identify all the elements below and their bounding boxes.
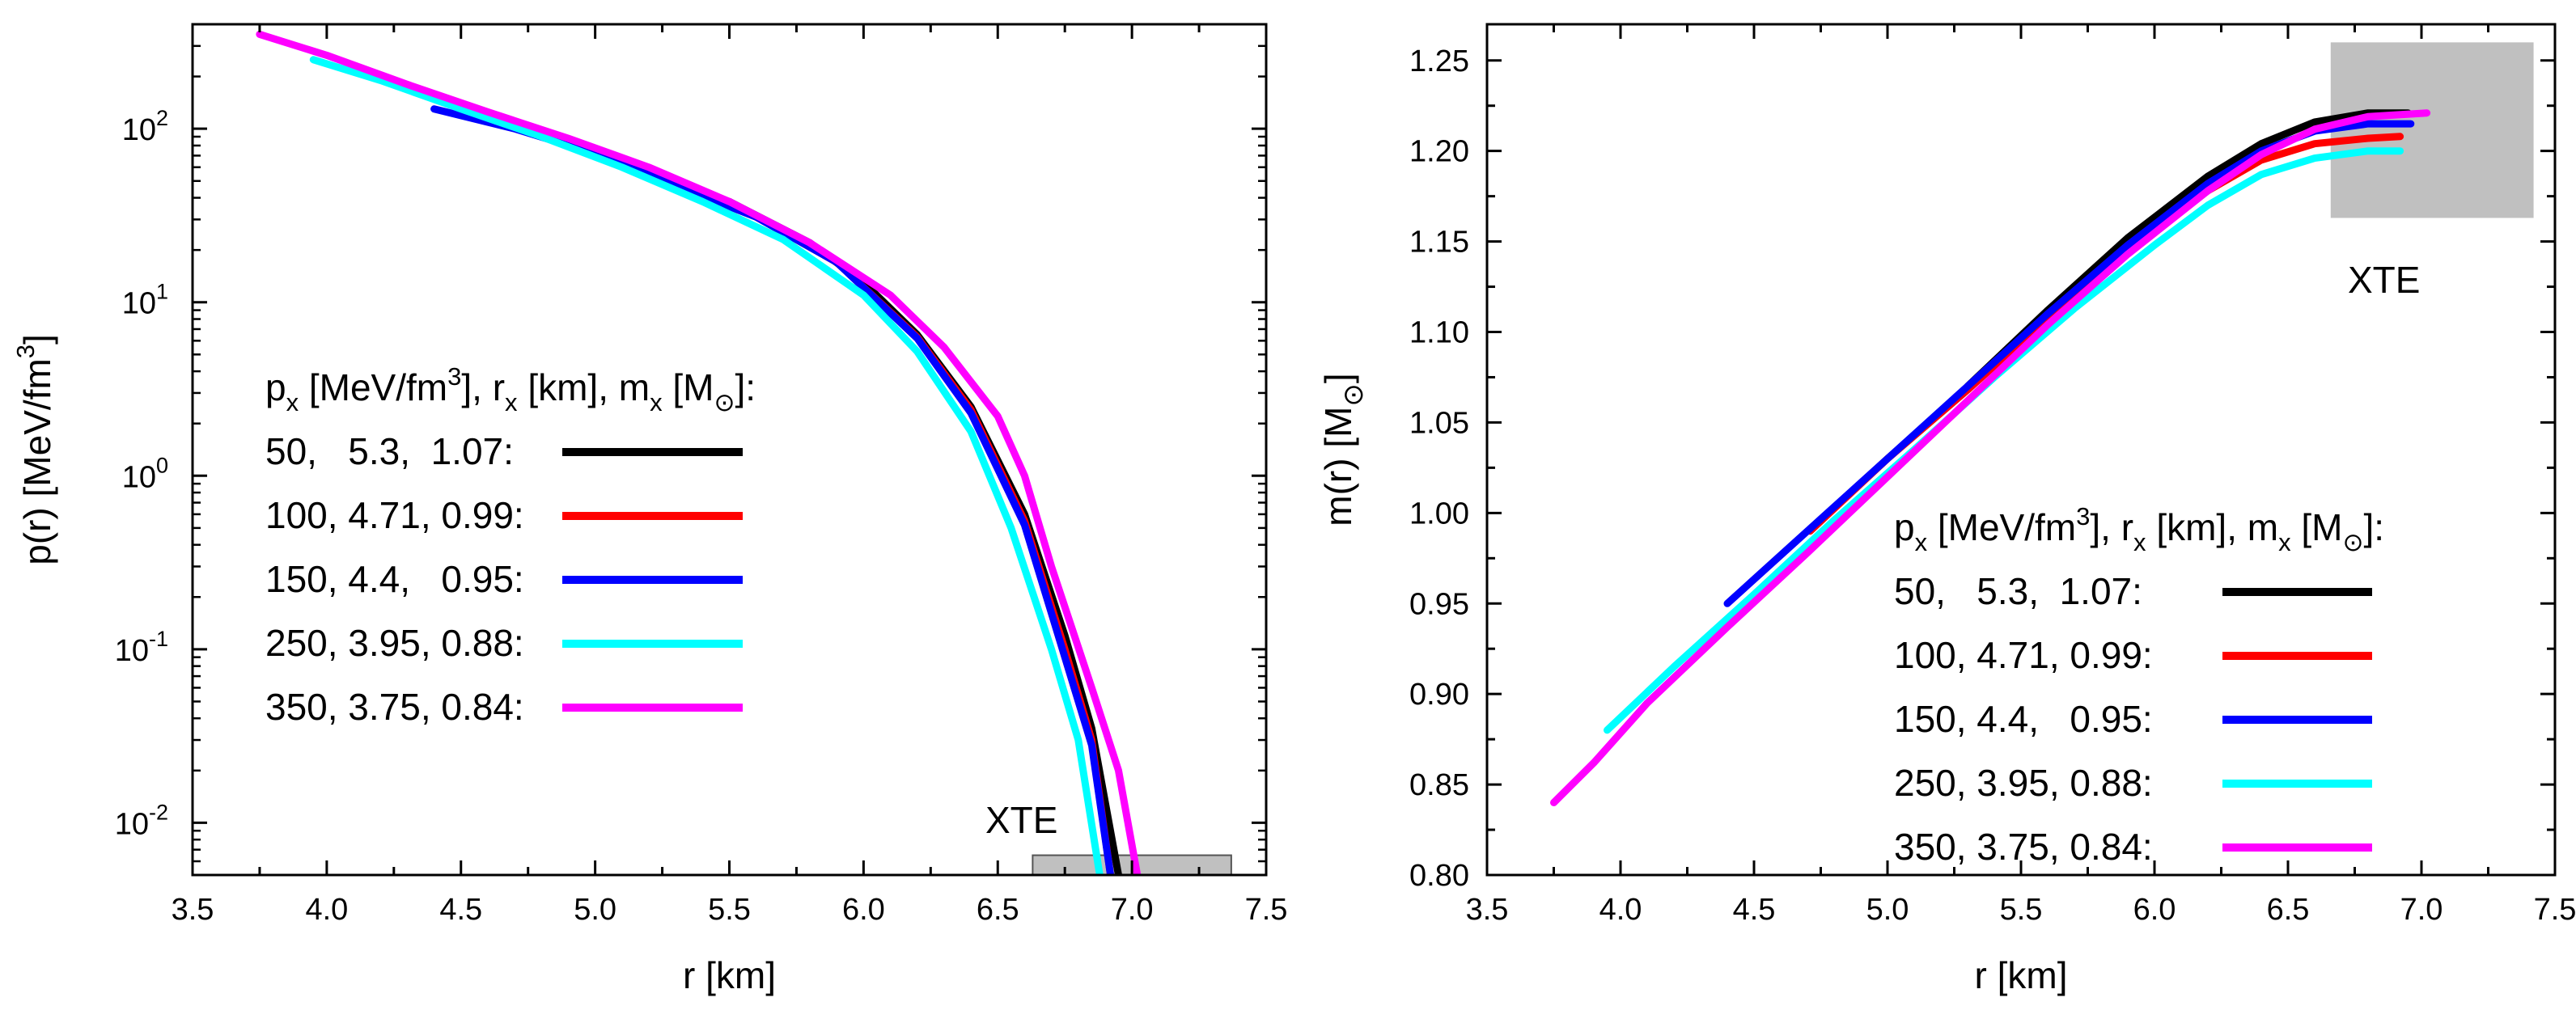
legend-entry-label: 250, 3.95, 0.88: [265,622,524,664]
x-tick-label: 4.0 [1599,893,1642,927]
y-tick-label: 100 [122,453,168,494]
x-tick-label: 6.5 [2267,893,2310,927]
xte-region [2330,42,2534,218]
x-tick-label: 4.5 [439,893,482,927]
y-tick-label: 101 [122,280,168,321]
y-tick-label: 1.00 [1409,497,1469,531]
y-tick-label: 0.95 [1409,587,1469,621]
y-axis-title: p(r) [MeV/fm3] [11,334,58,565]
x-axis-title: r [km] [683,954,776,996]
series-line-4 [256,30,1142,875]
y-tick-label: 0.90 [1409,678,1469,712]
x-tick-label: 7.0 [2400,893,2443,927]
legend-entry-label: 250, 3.95, 0.88: [1894,762,2153,804]
legend-entry-label: 350, 3.75, 0.84: [1894,826,2153,868]
legend-header: px [MeV/fm3], rx [km], mx [M⊙]: [1894,502,2384,556]
y-tick-label: 10-2 [115,800,168,841]
x-tick-label: 5.0 [574,893,616,927]
y-tick-label: 1.15 [1409,226,1469,260]
y-tick-label: 0.85 [1409,768,1469,802]
series-line-1 [1806,133,2404,535]
y-axis-title: m(r) [M⊙] [1317,373,1369,526]
series-line-3 [309,56,1104,875]
legend-entry-label: 100, 4.71, 0.99: [265,494,524,536]
y-tick-label: 1.05 [1409,406,1469,440]
legend: px [MeV/fm3], rx [km], mx [M⊙]: 50, 5.3, … [1894,502,2384,868]
legend-entry-label: 150, 4.4, 0.95: [265,558,524,600]
series-line-0 [672,182,1122,875]
legend: px [MeV/fm3], rx [km], mx [M⊙]: 50, 5.3, … [265,362,756,728]
xte-label: XTE [985,799,1057,841]
x-tick-label: 7.5 [2534,893,2576,927]
x-tick-label: 6.0 [2133,893,2176,927]
y-tick-label: 102 [122,106,168,147]
y-tick-label: 0.80 [1409,859,1469,893]
mass-chart: 3.5 4.0 4.5 5.0 5.5 6.0 6.5 7.0 7.5 0.80 0.85 0.90 0… [1317,23,2576,996]
y-tick-label: 10-1 [115,627,168,668]
xte-label: XTE [2348,259,2420,301]
pressure-chart: 3.5 4.0 4.5 5.0 5.5 6.0 6.5 7.0 7.5 10-2 10-1 100 10… [11,23,1288,996]
y-tick-label: 1.25 [1409,44,1469,78]
x-tick-label: 5.5 [708,893,751,927]
x-tick-label: 7.0 [1111,893,1154,927]
x-tick-label: 7.5 [1245,893,1288,927]
x-tick-label: 5.5 [2000,893,2043,927]
y-tick-label: 1.10 [1409,316,1469,350]
series-line-4 [1550,109,2431,806]
legend-entry-label: 150, 4.4, 0.95: [1894,698,2153,740]
x-tick-label: 3.5 [172,893,214,927]
legend-entry-label: 50, 5.3, 1.07: [265,430,514,472]
legend-header: px [MeV/fm3], rx [km], mx [M⊙]: [265,362,756,416]
legend-entry-label: 350, 3.75, 0.84: [265,686,524,728]
x-axis-title: r [km] [1975,954,2068,996]
x-tick-label: 4.0 [305,893,348,927]
x-tick-label: 5.0 [1866,893,1909,927]
x-tick-label: 4.5 [1733,893,1776,927]
x-tick-label: 6.5 [977,893,1019,927]
legend-entry-label: 100, 4.71, 0.99: [1894,634,2153,676]
x-tick-label: 3.5 [1466,893,1509,927]
x-tick-label: 6.0 [842,893,885,927]
y-tick-label: 1.20 [1409,135,1469,169]
legend-entry-label: 50, 5.3, 1.07: [1894,570,2142,612]
series-line-3 [1604,147,2404,734]
